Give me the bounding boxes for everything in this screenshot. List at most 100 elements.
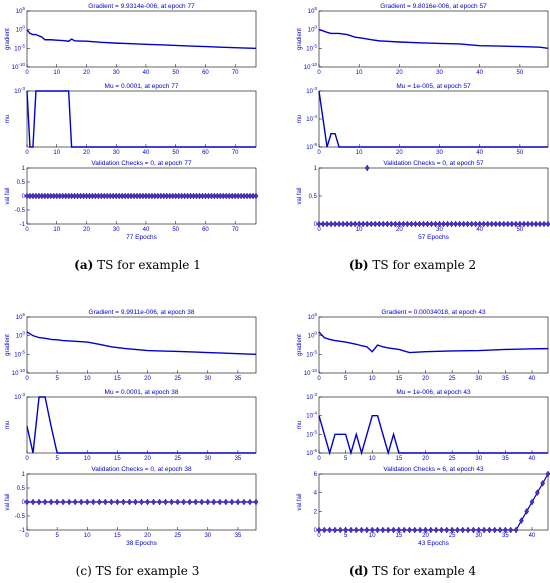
x-tick-label: 0 bbox=[25, 376, 29, 382]
data-point bbox=[102, 498, 108, 506]
data-point bbox=[247, 498, 253, 506]
y-tick-label: 10-4 bbox=[306, 114, 317, 123]
y-tick-label: 10-3 bbox=[14, 392, 25, 401]
data-point bbox=[320, 220, 326, 228]
y-axis-label: val fail bbox=[297, 187, 303, 204]
y-axis-label: gradient bbox=[297, 334, 303, 356]
data-point bbox=[535, 489, 540, 497]
data-point bbox=[517, 220, 523, 228]
y-axis-label: mu bbox=[297, 115, 303, 123]
panel-title: Gradient = 9.9314e-006, at epoch 77 bbox=[88, 3, 195, 10]
data-point bbox=[519, 517, 524, 525]
data-point bbox=[241, 498, 247, 506]
caption-b-label: (b) bbox=[348, 258, 369, 272]
data-point bbox=[344, 220, 350, 228]
y-tick-label: 10-10 bbox=[12, 62, 26, 71]
series-line bbox=[26, 331, 257, 356]
plot-frame bbox=[26, 90, 257, 148]
caption-d-label: (d) bbox=[348, 564, 369, 578]
data-point bbox=[332, 220, 338, 228]
x-tick-label: 70 bbox=[232, 150, 239, 156]
data-point bbox=[429, 220, 434, 228]
x-tick-label: 20 bbox=[83, 70, 90, 76]
chart-a: Gradient = 9.9314e-006, at epoch 77 gradi… bbox=[5, 3, 259, 241]
x-tick-label: 10 bbox=[84, 456, 91, 462]
data-point bbox=[392, 220, 398, 228]
data-point bbox=[229, 498, 235, 506]
plot-frame bbox=[26, 316, 257, 374]
x-tick-label: 30 bbox=[204, 456, 211, 462]
data-point bbox=[336, 220, 342, 228]
data-point bbox=[359, 526, 364, 534]
data-point bbox=[66, 498, 72, 506]
plot-frame bbox=[318, 90, 549, 148]
y-tick-label: 2 bbox=[314, 509, 318, 515]
y-tick-label: 10-3 bbox=[14, 86, 25, 95]
caption-d-text: TS for example 4 bbox=[372, 564, 477, 578]
data-point bbox=[476, 526, 482, 534]
data-point bbox=[187, 498, 193, 506]
data-point bbox=[348, 220, 354, 228]
series-line bbox=[318, 331, 549, 354]
x-tick-label: 20 bbox=[422, 533, 429, 539]
y-tick-label: 4 bbox=[314, 491, 318, 497]
data-point bbox=[384, 220, 390, 228]
data-point bbox=[461, 220, 466, 228]
x-tick-label: 50 bbox=[517, 150, 524, 156]
x-tick-label: 5 bbox=[55, 376, 59, 382]
data-point bbox=[163, 498, 168, 506]
y-tick-label: 10-4 bbox=[306, 411, 317, 420]
panel-title: Mu = 0.0001, at epoch 38 bbox=[105, 389, 179, 396]
y-axis-label: gradient bbox=[297, 28, 303, 50]
caption-c-text: TS for example 3 bbox=[95, 564, 200, 578]
data-point bbox=[409, 220, 414, 228]
caption-a-text: TS for example 1 bbox=[97, 258, 201, 272]
x-tick-label: 20 bbox=[144, 456, 151, 462]
y-tick-label: 10-5 bbox=[306, 349, 317, 358]
y-tick-label: 0 bbox=[22, 500, 26, 506]
y-tick-label: 10-3 bbox=[306, 86, 317, 95]
data-point bbox=[481, 526, 487, 534]
x-tick-label: 10 bbox=[356, 150, 363, 156]
data-point bbox=[324, 220, 330, 228]
x-tick-label: 30 bbox=[475, 456, 482, 462]
y-axis-label: val fail bbox=[297, 493, 303, 510]
y-tick-label: -1 bbox=[20, 222, 26, 228]
data-point bbox=[509, 220, 515, 228]
caption-c: (c) TS for example 3 bbox=[0, 564, 275, 578]
data-point bbox=[525, 220, 531, 228]
x-tick-label: 0 bbox=[25, 456, 29, 462]
panel-title: Gradient = 9.9911e-006, at epoch 38 bbox=[89, 309, 195, 316]
panel-c-1: Mu = 0.0001, at epoch 38 mu 10-3 0 5 10 15 20 25… bbox=[5, 389, 257, 462]
data-point bbox=[441, 220, 446, 228]
x-tick-label: 20 bbox=[144, 376, 151, 382]
y-tick-label: 100 bbox=[308, 331, 318, 340]
chart-d: Gradient = 0.00034018, at epoch 43 gradie… bbox=[297, 309, 550, 547]
x-tick-label: 5 bbox=[344, 456, 348, 462]
panel-d-2: Validation Checks = 6, at epoch 43 val fa… bbox=[297, 466, 550, 547]
x-tick-label: 20 bbox=[83, 150, 90, 156]
y-tick-label: 10-5 bbox=[14, 349, 25, 358]
panel-title: Validation Checks = 0, at epoch 77 bbox=[91, 160, 192, 167]
x-tick-label: 50 bbox=[517, 70, 524, 76]
y-tick-label: 10-3 bbox=[306, 392, 317, 401]
plot-frame bbox=[318, 396, 549, 454]
data-point bbox=[481, 220, 487, 228]
data-point bbox=[337, 526, 343, 534]
x-tick-label: 30 bbox=[475, 533, 482, 539]
y-axis-label: mu bbox=[5, 421, 11, 429]
x-tick-label: 20 bbox=[396, 227, 403, 233]
data-point bbox=[211, 498, 217, 506]
x-tick-label: 10 bbox=[84, 533, 91, 539]
series-line bbox=[26, 29, 257, 50]
data-point bbox=[433, 526, 439, 534]
y-tick-label: 0.5 bbox=[17, 180, 26, 186]
data-point bbox=[78, 498, 84, 506]
x-tick-label: 50 bbox=[172, 227, 179, 233]
data-point bbox=[433, 220, 438, 228]
data-point bbox=[449, 526, 455, 534]
x-tick-label: 5 bbox=[344, 533, 348, 539]
data-point bbox=[401, 220, 406, 228]
x-tick-label: 15 bbox=[396, 533, 403, 539]
data-point bbox=[529, 498, 535, 506]
